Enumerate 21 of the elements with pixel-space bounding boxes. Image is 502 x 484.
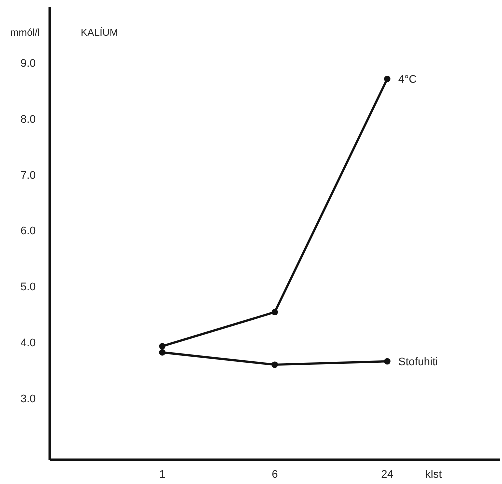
point (159, 349, 166, 356)
x-tick-label: 6 (272, 469, 278, 481)
y-axis-title: mmól/l (10, 28, 40, 39)
y-tick-label: 9.0 (20, 58, 36, 70)
point (272, 362, 278, 368)
x-axis-title: klst (426, 469, 442, 481)
x-tick-label: 24 (381, 469, 394, 481)
point (384, 76, 391, 82)
y-tick-label: 8.0 (20, 114, 36, 126)
point (384, 358, 391, 365)
y-tick-label: 3.0 (20, 393, 36, 406)
point (159, 343, 166, 350)
text: KALÍUM (81, 27, 118, 39)
point (272, 309, 278, 316)
series-label: Stofuhiti (398, 356, 438, 369)
y-tick-label: 4.0 (20, 338, 36, 350)
y-tick-label: 7.0 (20, 170, 36, 182)
x-tick-label: 1 (159, 469, 166, 481)
y-tick-label: 5.0 (20, 282, 36, 294)
series-label: 4°C (398, 74, 418, 86)
y-tick-label: 6.0 (20, 226, 36, 238)
